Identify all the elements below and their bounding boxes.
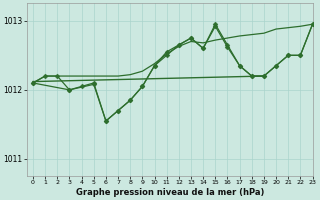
X-axis label: Graphe pression niveau de la mer (hPa): Graphe pression niveau de la mer (hPa) — [76, 188, 264, 197]
